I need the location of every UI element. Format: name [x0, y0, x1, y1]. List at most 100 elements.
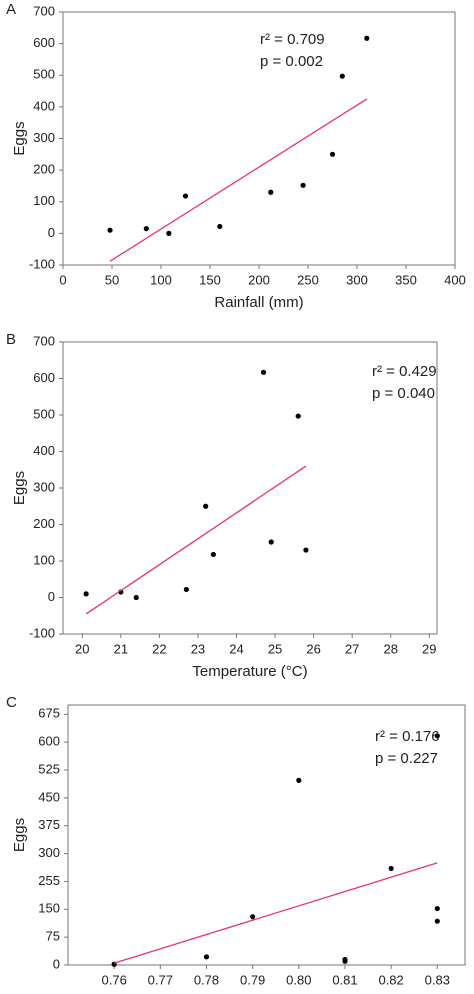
annotation: r² = 0.709 — [260, 31, 325, 48]
y-tick-label: -100 — [29, 625, 55, 640]
point — [203, 954, 210, 960]
y-tick-label: 0 — [48, 589, 55, 604]
point — [133, 594, 139, 601]
x-tick-label: 400 — [444, 272, 466, 287]
point — [296, 777, 302, 784]
annotation: p = 0.002 — [260, 53, 323, 70]
x-tick-label: 50 — [105, 272, 119, 287]
y-tick-label: 200 — [33, 516, 55, 531]
point — [107, 227, 113, 233]
point — [342, 958, 348, 964]
point — [83, 591, 89, 597]
y-tick-label: 675 — [38, 706, 60, 721]
y-tick-label: 150 — [38, 901, 60, 916]
y-tick-label: 600 — [38, 734, 60, 749]
point — [217, 223, 223, 230]
x-tick-label: 27 — [345, 641, 359, 656]
x-tick-label: 0.80 — [286, 972, 311, 987]
x-tick-label: 22 — [152, 641, 166, 656]
x-tick-label: 0.81 — [332, 972, 357, 987]
y-tick-label: 255 — [38, 873, 60, 888]
annotation: p = 0.227 — [375, 750, 438, 767]
point — [364, 35, 370, 41]
annotation: r² = 0.176 — [375, 728, 440, 745]
point — [183, 586, 189, 593]
point — [268, 189, 274, 195]
x-tick-label: 24 — [229, 641, 243, 656]
x-tick-label: 350 — [395, 272, 417, 287]
panel-label: C — [6, 694, 17, 711]
point — [250, 914, 256, 920]
point — [300, 182, 306, 188]
point — [143, 226, 149, 232]
x-tick-label: 26 — [306, 641, 320, 656]
y-axis-label: Eggs — [11, 471, 28, 505]
point — [434, 733, 440, 739]
point — [388, 865, 394, 872]
annotation: r² = 0.429 — [372, 363, 437, 380]
y-tick-label: 375 — [38, 817, 60, 832]
y-tick-label: 300 — [33, 479, 55, 494]
x-tick-label: 21 — [114, 641, 128, 656]
y-tick-label: 0 — [48, 225, 55, 240]
y-tick-label: 400 — [33, 98, 55, 113]
y-tick-label: 300 — [38, 845, 60, 860]
y-tick-label: 700 — [33, 333, 55, 348]
x-axis-label: Rainfall (mm) — [214, 294, 303, 311]
point — [434, 918, 440, 924]
y-axis-label: Eggs — [11, 121, 28, 155]
x-tick-label: 25 — [268, 641, 282, 656]
y-tick-label: -100 — [29, 256, 55, 271]
plot-frame — [67, 704, 466, 966]
x-tick-label: 20 — [75, 641, 89, 656]
panel-label: B — [6, 331, 16, 348]
point — [166, 230, 172, 236]
point — [329, 151, 336, 157]
x-tick-label: 0.82 — [378, 972, 403, 987]
y-tick-label: 500 — [33, 406, 55, 421]
y-tick-label: 525 — [38, 761, 60, 776]
y-tick-label: 75 — [46, 929, 60, 944]
y-tick-label: 450 — [38, 789, 60, 804]
panel-label: A — [6, 1, 16, 18]
x-tick-label: 300 — [346, 272, 368, 287]
plot-frame — [62, 11, 456, 266]
y-tick-label: 600 — [33, 370, 55, 385]
trendline — [109, 98, 368, 262]
point — [295, 413, 301, 419]
x-tick-label: 0.83 — [425, 972, 450, 987]
trendline — [85, 465, 307, 615]
x-tick-label: 200 — [248, 272, 270, 287]
y-tick-label: 300 — [33, 130, 55, 145]
point — [303, 547, 309, 553]
point — [210, 551, 216, 558]
x-tick-label: 0.78 — [194, 972, 219, 987]
x-tick-label: 0.77 — [148, 972, 173, 987]
y-tick-label: 0 — [53, 956, 60, 971]
point — [203, 503, 209, 509]
x-tick-label: 0.76 — [102, 972, 127, 987]
point — [434, 905, 440, 912]
annotation: p = 0.040 — [372, 385, 435, 402]
x-tick-label: 29 — [422, 641, 436, 656]
y-tick-label: 400 — [33, 443, 55, 458]
x-tick-label: 100 — [150, 272, 172, 287]
x-axis-label: Temperature (°C) — [192, 663, 307, 680]
y-tick-label: 700 — [33, 3, 55, 18]
x-tick-label: 250 — [297, 272, 319, 287]
y-tick-label: 100 — [33, 552, 55, 567]
point — [339, 73, 345, 79]
y-axis-label: Eggs — [11, 818, 28, 852]
y-tick-label: 500 — [33, 67, 55, 82]
y-tick-label: 600 — [33, 35, 55, 50]
x-tick-label: 23 — [191, 641, 205, 656]
y-tick-label: 100 — [33, 193, 55, 208]
x-tick-label: 28 — [383, 641, 397, 656]
trendline — [113, 862, 438, 964]
point — [182, 193, 189, 199]
x-tick-label: 0 — [59, 272, 66, 287]
x-tick-label: 0.79 — [240, 972, 265, 987]
x-tick-label: 150 — [199, 272, 221, 287]
point — [268, 539, 274, 545]
